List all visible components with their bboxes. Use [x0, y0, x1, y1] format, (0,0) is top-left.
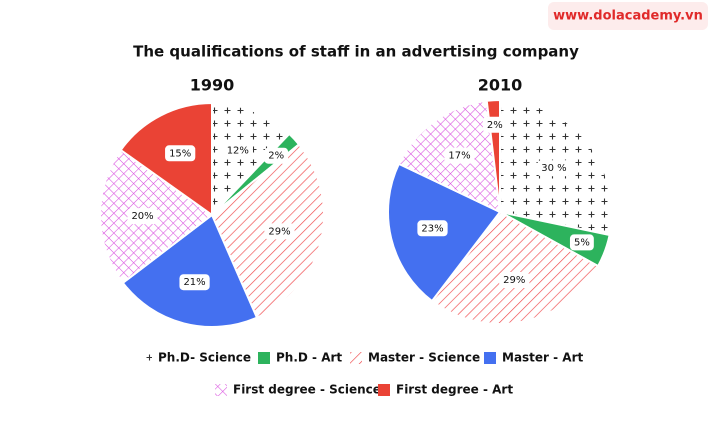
watermark: www.dolacademy.vn — [553, 9, 703, 24]
data-label: 5% — [574, 237, 590, 248]
data-label: 12% — [227, 146, 249, 157]
legend-label: Ph.D - Art — [276, 351, 342, 365]
data-label-bg — [264, 223, 295, 240]
legend-swatch — [140, 352, 152, 364]
data-label-bg — [569, 234, 594, 251]
data-label: 20% — [131, 211, 153, 222]
legend-swatch — [215, 384, 227, 396]
data-label-bg — [417, 220, 448, 237]
data-label-bg — [222, 142, 253, 159]
pie-slice — [121, 213, 259, 328]
legend-swatch — [258, 352, 270, 364]
data-label: 17% — [448, 151, 470, 162]
data-label-bg — [482, 116, 507, 133]
legend-label: Master - Science — [368, 351, 480, 365]
data-label: 23% — [421, 223, 443, 234]
chart-title: The qualifications of staff in an advert… — [133, 43, 579, 61]
pie-slice — [211, 101, 291, 218]
data-label-bg — [127, 208, 158, 225]
data-label-bg — [165, 145, 196, 162]
pie-title: 2010 — [478, 76, 523, 95]
legend-swatch — [350, 352, 362, 364]
data-label: 30 % — [541, 163, 566, 174]
data-label: 29% — [503, 275, 525, 286]
data-label: 2% — [487, 120, 503, 131]
legend-label: Ph.D- Science — [158, 351, 251, 365]
pie-slice — [430, 210, 600, 325]
watermark-bg — [548, 2, 708, 30]
data-label-bg — [537, 160, 571, 177]
data-label-bg — [444, 147, 475, 164]
legend-label: First degree - Art — [396, 383, 513, 397]
data-label: 2% — [268, 151, 284, 162]
legend-swatch — [484, 352, 496, 364]
data-label: 21% — [183, 277, 205, 288]
data-label-bg — [264, 147, 289, 164]
legend-label: Master - Art — [502, 351, 584, 365]
data-label-bg — [499, 271, 530, 288]
data-label: 15% — [169, 148, 191, 159]
legend-label: First degree - Science — [233, 383, 381, 397]
pie-title: 1990 — [190, 76, 235, 95]
data-label: 29% — [268, 226, 290, 237]
data-label-bg — [179, 274, 210, 291]
legend-swatch — [378, 384, 390, 396]
